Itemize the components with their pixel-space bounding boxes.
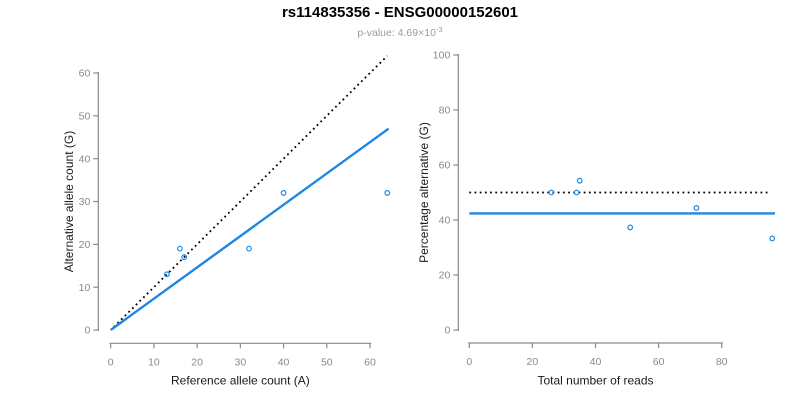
y-tick-label: 40 [439, 215, 451, 227]
figure-title: rs114835356 - ENSG00000152601 [281, 4, 519, 21]
x-axis-title: Reference allele count (A) [171, 374, 310, 388]
x-tick-label: 10 [148, 356, 160, 368]
y-tick-label: 50 [79, 110, 91, 122]
y-axis-title: Percentage alternative (G) [417, 122, 431, 263]
y-tick-label: 20 [79, 239, 91, 251]
x-tick-label: 80 [716, 356, 728, 368]
x-tick-label: 40 [278, 356, 290, 368]
y-axis-title: Alternative allele count (G) [62, 131, 76, 272]
x-tick-label: 40 [590, 356, 602, 368]
percentage-scatter-panel: 0 20 40 60 80 Total number of reads 0 20 40 60 80 1… [417, 50, 776, 388]
y-tick-label: 80 [439, 105, 451, 117]
x-tick-label: 30 [235, 356, 247, 368]
data-point [176, 245, 183, 252]
x-axis: 0 20 40 60 80 Total number of reads [466, 342, 728, 388]
y-tick-label: 0 [84, 325, 90, 337]
data-point [576, 177, 583, 184]
data-point [769, 235, 776, 242]
data-point [573, 189, 580, 196]
y-tick-label: 30 [79, 196, 91, 208]
x-tick-label: 50 [321, 356, 333, 368]
data-point [181, 254, 188, 261]
y-tick-label: 20 [439, 270, 451, 282]
x-axis: 0 10 20 30 40 50 60 Reference allele count (A) [108, 342, 376, 388]
x-tick-label: 0 [108, 356, 114, 368]
regression-line [109, 127, 390, 331]
y-tick-label: 0 [444, 325, 450, 337]
y-tick-label: 40 [79, 153, 91, 165]
data-point [693, 204, 700, 211]
p-value-label: p-value: 4.69×10 [357, 27, 436, 39]
data-point [246, 245, 252, 252]
x-axis-title: Total number of reads [537, 374, 653, 388]
data-point [163, 271, 170, 278]
data-point [280, 190, 287, 196]
y-tick-label: 10 [79, 282, 91, 294]
y-tick-label: 60 [79, 68, 91, 80]
y-tick-label: 100 [433, 50, 451, 62]
y-tick-label: 60 [439, 160, 451, 172]
figure-subtitle: p-value: 4.69×10-3 [0, 23, 800, 40]
data-points [163, 190, 391, 278]
y-axis: 0 20 40 60 80 100 Percentage alternative (G) [417, 50, 459, 337]
data-point [548, 189, 555, 196]
p-value-exponent: -3 [435, 25, 443, 34]
x-tick-label: 0 [466, 356, 472, 368]
x-tick-label: 60 [653, 356, 665, 368]
x-tick-label: 60 [364, 356, 376, 368]
data-point [627, 224, 634, 231]
data-points [548, 177, 776, 242]
x-tick-label: 20 [191, 356, 203, 368]
identity-line [113, 55, 388, 328]
x-tick-label: 20 [527, 356, 539, 368]
y-axis: 0 10 20 30 40 50 60 Alternative allele count (G… [62, 68, 99, 337]
data-point [384, 190, 391, 196]
